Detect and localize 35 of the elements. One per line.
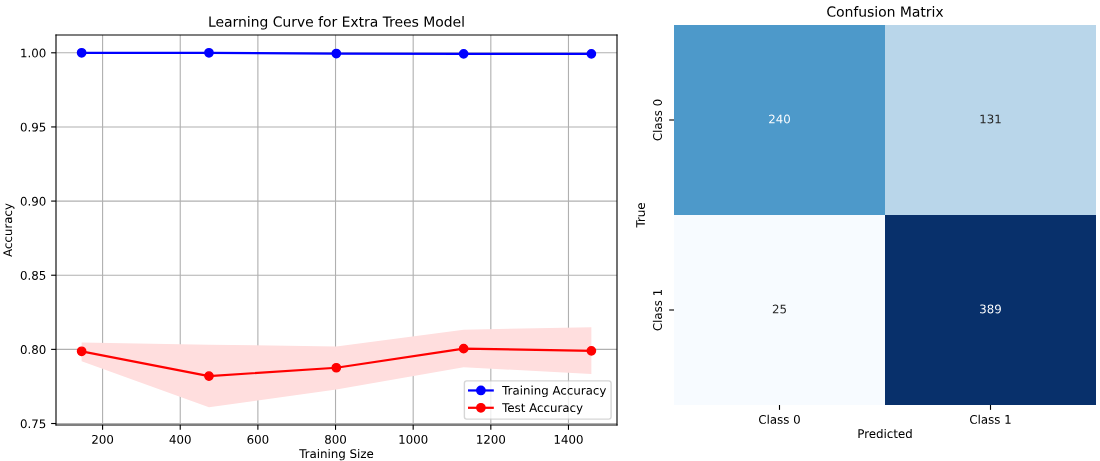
x-tick-label: 1400 [554,434,583,444]
x-axis-title: Training Size [299,448,374,461]
data-label: 240 [769,114,790,124]
x-axis-title: Predicted [858,428,912,439]
point [204,47,214,58]
x-tick-label: 200 [92,434,114,444]
y-tick-label: 1.00 [21,48,46,58]
x-tick-label: 800 [325,434,347,444]
point [76,346,87,357]
point [331,48,342,59]
x-tick-label: 600 [247,434,269,444]
point [586,48,597,59]
data-label: 131 [980,114,1001,124]
legend-label: Test Accuracy [502,403,583,415]
y-tick-label: 0.90 [20,196,46,206]
y-tick-label: 0.95 [20,122,46,132]
point [76,47,87,58]
y-tick-label: 0.85 [20,270,46,280]
point [204,371,214,381]
data-label: 25 [772,304,786,314]
legend-label: Training Accuracy [502,385,607,398]
data-label: 389 [980,304,1001,314]
y-axis-title: True [636,203,646,228]
point [586,345,597,356]
y-tick-label: 0.80 [20,345,46,355]
x-tick-label: 400 [169,434,191,444]
y-axis-title: Accuracy [3,203,15,257]
chart-title: Confusion Matrix [827,6,944,17]
point [331,362,342,373]
chart-title: Learning Curve for Extra Trees Model [209,16,464,30]
y-tick-label: 0.75 [20,419,46,429]
x-tick-label: 1000 [399,434,428,444]
point [458,343,469,354]
x-tick-label: 1200 [477,434,506,444]
point [458,48,469,59]
